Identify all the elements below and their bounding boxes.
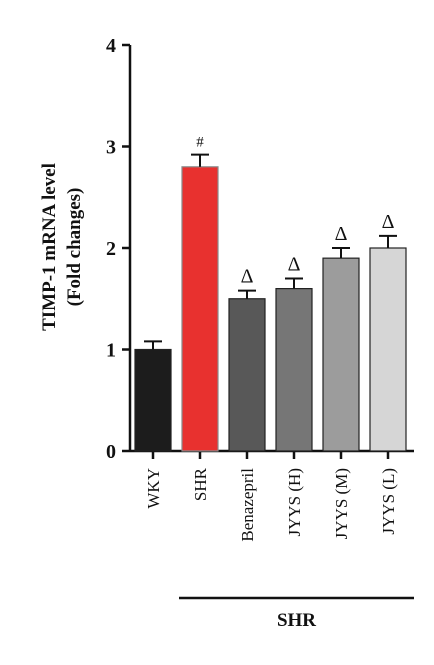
category-label: SHR [191, 467, 210, 501]
group-bracket: SHR [179, 596, 414, 631]
y-tick-label: 1 [106, 340, 116, 362]
significance-marker: Δ [288, 253, 301, 275]
significance-marker: Δ [241, 266, 254, 288]
category-label: Benazepril [238, 468, 257, 542]
y-axis-title-line-2: (Fold changes) [64, 188, 85, 307]
group-bracket-label: SHR [277, 610, 316, 631]
category-label: WKY [144, 468, 163, 509]
y-tick-label: 0 [106, 441, 116, 463]
significance-marker: Δ [382, 211, 395, 233]
significance-marker: Δ [335, 223, 348, 245]
bar [181, 166, 219, 452]
y-axis-title: TIMP-1 mRNA level (Fold changes) [39, 163, 85, 331]
y-tick-label: 4 [106, 35, 116, 57]
significance-marker: # [196, 135, 204, 151]
bar [322, 257, 360, 452]
category-label: JYYS (H) [285, 468, 304, 536]
y-tick-label: 2 [106, 238, 116, 260]
y-tick-label: 3 [106, 137, 116, 159]
y-axis-title-line-1: TIMP-1 mRNA level [39, 163, 60, 331]
bar [228, 298, 266, 452]
bar [275, 288, 313, 452]
bar [369, 247, 407, 452]
category-label: JYYS (M) [332, 468, 351, 539]
bars: # Δ Δ Δ Δ [134, 135, 407, 452]
category-labels: WKY SHR Benazepril JYYS (H) JYYS (M) JYYS (L) [144, 467, 398, 541]
axes: 0 1 2 3 4 [106, 35, 414, 463]
category-label: JYYS (L) [379, 468, 398, 535]
bar [134, 348, 172, 452]
